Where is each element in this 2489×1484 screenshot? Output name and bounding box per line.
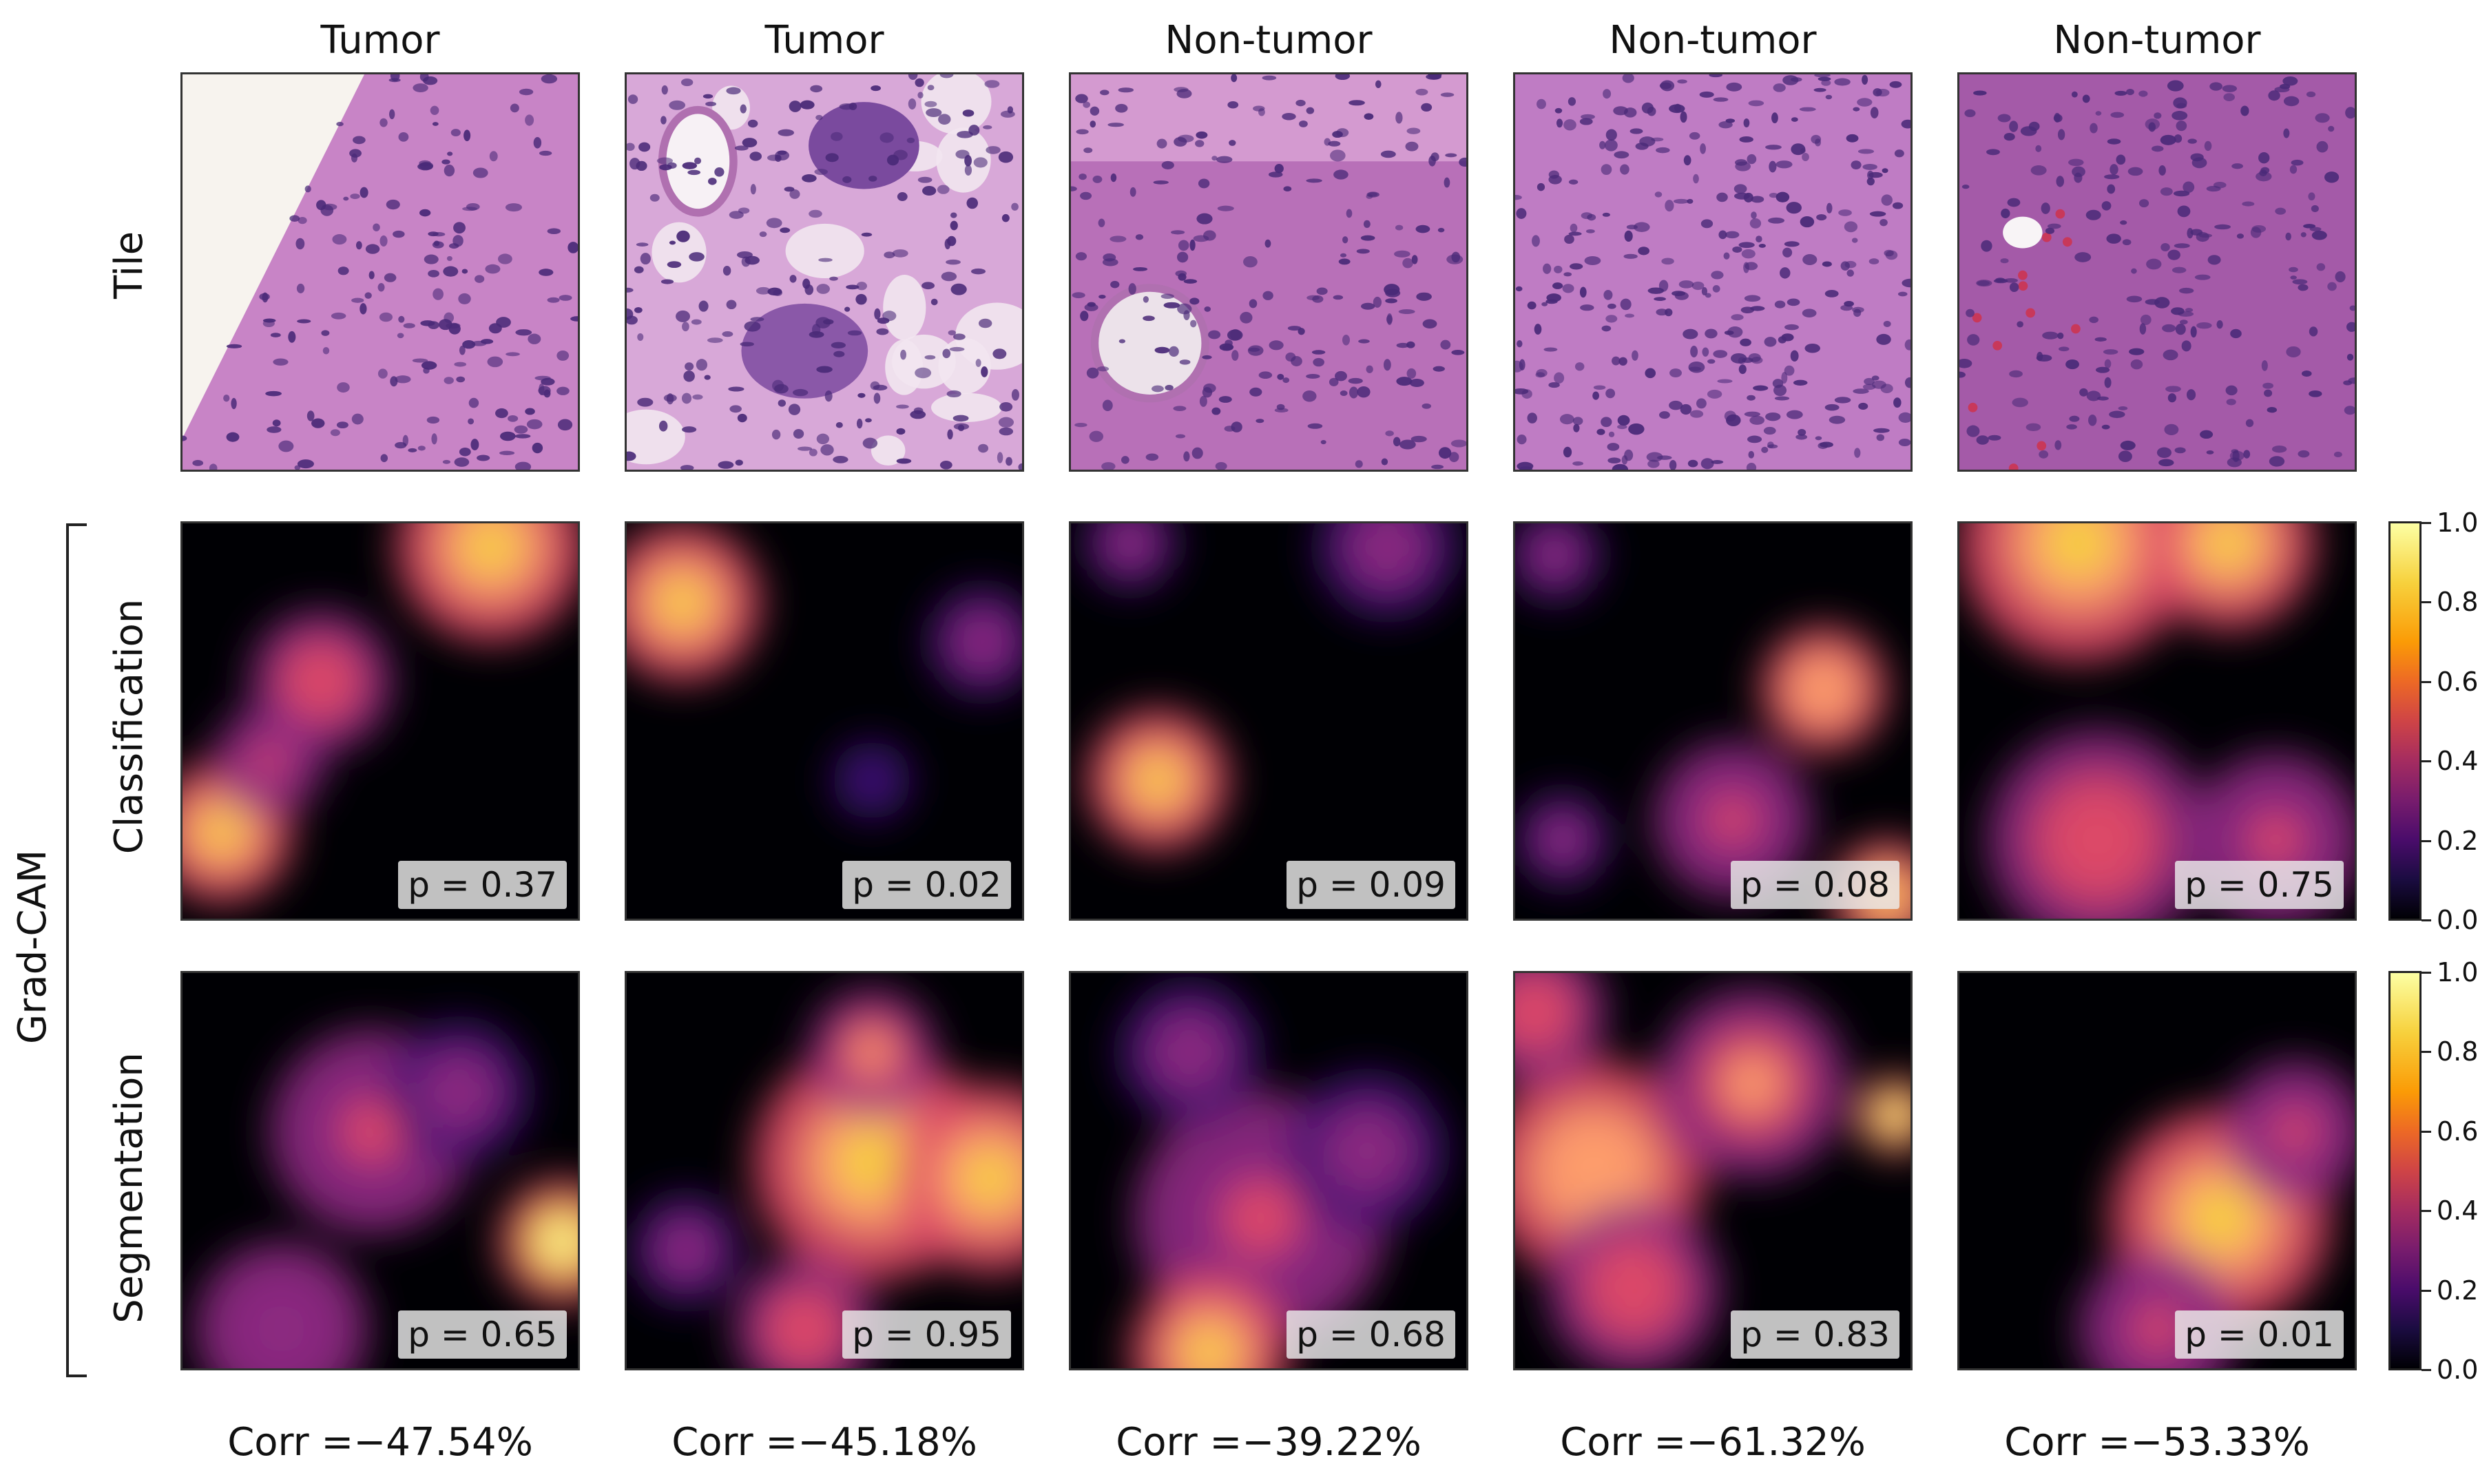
column-title-3: Non-tumor	[1165, 18, 1373, 63]
segmentation-heatmap-4: p = 0.83	[1513, 971, 1913, 1370]
segmentation-heatmap-3: p = 0.68	[1069, 971, 1468, 1370]
classification-heatmap-4: p = 0.08	[1513, 521, 1913, 921]
segmentation-heatmap-2: p = 0.95	[625, 971, 1024, 1370]
tissue-tile-3	[1071, 74, 1466, 470]
classification-p-value-4: p = 0.08	[1731, 861, 1899, 909]
row-label-tile: Tile	[107, 231, 152, 300]
segmentation-p-value-3: p = 0.68	[1287, 1310, 1455, 1359]
column-title-2: Tumor	[764, 18, 884, 63]
classification-colorbar	[2388, 521, 2422, 921]
correlation-label-3: Corr =−39.22%	[1116, 1420, 1421, 1465]
cam-cls-4	[1515, 523, 1910, 919]
seg-tick-5: 1.0	[2437, 957, 2479, 987]
cls-tick-5: 1.0	[2437, 508, 2479, 538]
cam-seg-3	[1071, 973, 1466, 1368]
cam-seg-4	[1515, 973, 1910, 1368]
tile-image-4	[1513, 72, 1913, 472]
correlation-label-4: Corr =−61.32%	[1560, 1420, 1866, 1465]
cam-cls-3	[1071, 523, 1466, 919]
tissue-tile-5	[1959, 74, 2355, 470]
row-label-grad-cam: Grad-CAM	[10, 849, 55, 1045]
segmentation-p-value-4: p = 0.83	[1731, 1310, 1899, 1359]
correlation-label-1: Corr =−47.54%	[227, 1420, 533, 1465]
segmentation-p-value-5: p = 0.01	[2175, 1310, 2344, 1359]
correlation-label-5: Corr =−53.33%	[2004, 1420, 2310, 1465]
classification-heatmap-3: p = 0.09	[1069, 521, 1468, 921]
classification-heatmap-2: p = 0.02	[625, 521, 1024, 921]
seg-tick-4: 0.8	[2437, 1036, 2479, 1067]
cls-tick-0: 0.0	[2437, 905, 2479, 935]
cls-tick-3: 0.6	[2437, 667, 2479, 697]
cam-cls-2	[627, 523, 1022, 919]
tile-image-5	[1957, 72, 2357, 472]
cls-tick-4: 0.8	[2437, 587, 2479, 617]
segmentation-colorbar	[2388, 971, 2422, 1370]
segmentation-heatmap-1: p = 0.65	[180, 971, 580, 1370]
column-title-5: Non-tumor	[2053, 18, 2261, 63]
column-title-4: Non-tumor	[1609, 18, 1817, 63]
classification-heatmap-1: p = 0.37	[180, 521, 580, 921]
seg-tick-0: 0.0	[2437, 1355, 2479, 1385]
classification-p-value-1: p = 0.37	[398, 861, 567, 909]
row-label-classification: Classification	[107, 598, 152, 855]
column-title-1: Tumor	[320, 18, 440, 63]
row-label-segmentation: Segmentation	[107, 1052, 152, 1324]
cls-tick-1: 0.2	[2437, 826, 2479, 856]
segmentation-p-value-1: p = 0.65	[398, 1310, 567, 1359]
classification-heatmap-5: p = 0.75	[1957, 521, 2357, 921]
segmentation-heatmap-5: p = 0.01	[1957, 971, 2357, 1370]
tile-image-2	[625, 72, 1024, 472]
classification-p-value-2: p = 0.02	[842, 861, 1011, 909]
seg-tick-1: 0.2	[2437, 1275, 2479, 1306]
tile-image-1	[180, 72, 580, 472]
cam-cls-5	[1959, 523, 2355, 919]
tissue-tile-2	[627, 74, 1022, 470]
cam-seg-5	[1959, 973, 2355, 1368]
seg-tick-3: 0.6	[2437, 1116, 2479, 1147]
segmentation-p-value-2: p = 0.95	[842, 1310, 1011, 1359]
cam-seg-2	[627, 973, 1022, 1368]
classification-p-value-3: p = 0.09	[1287, 861, 1455, 909]
cam-cls-1	[183, 523, 578, 919]
grad-cam-bracket	[66, 523, 87, 1377]
cls-tick-2: 0.4	[2437, 746, 2479, 776]
cam-seg-1	[183, 973, 578, 1368]
correlation-label-2: Corr =−45.18%	[671, 1420, 977, 1465]
tissue-tile-4	[1515, 74, 1910, 470]
classification-p-value-5: p = 0.75	[2175, 861, 2344, 909]
seg-tick-2: 0.4	[2437, 1195, 2479, 1226]
tissue-tile-1	[183, 74, 578, 470]
tile-image-3	[1069, 72, 1468, 472]
